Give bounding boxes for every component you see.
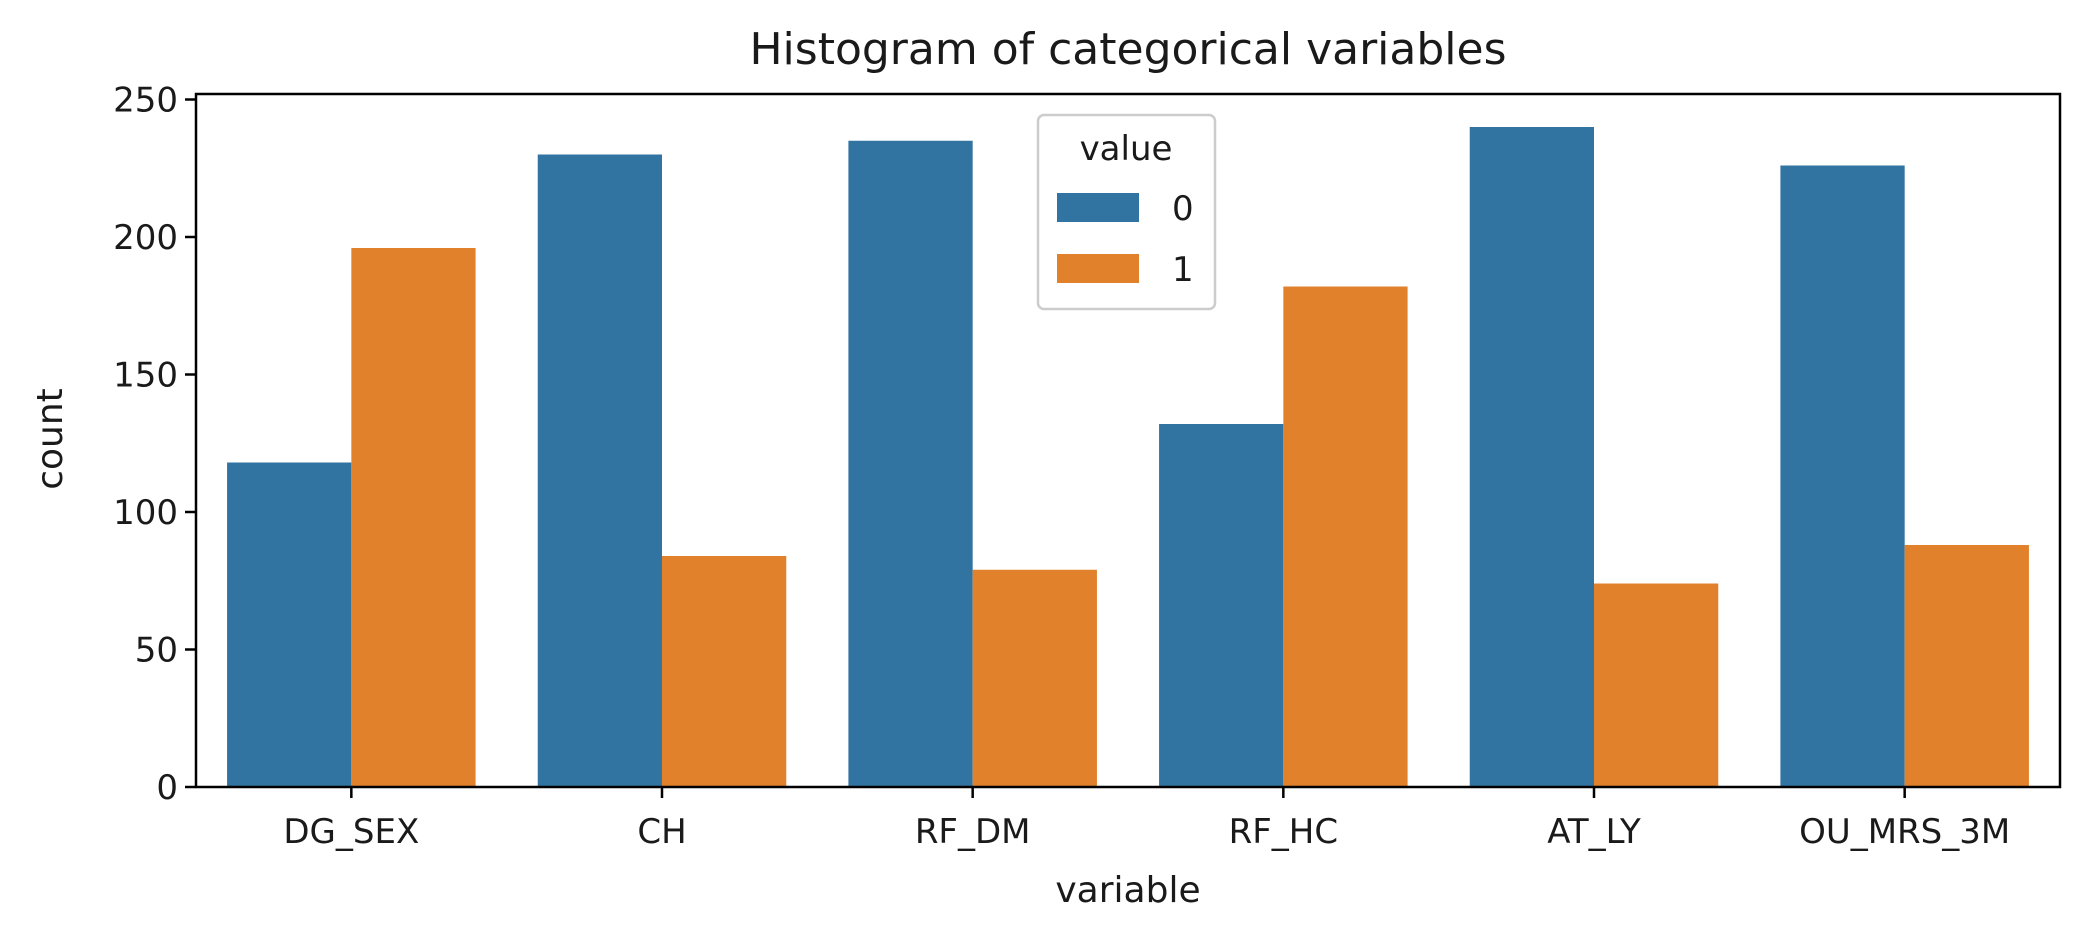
bar-ou-mrs-3m-value-1 [1904,545,2029,787]
bar-ou-mrs-3m-value-0 [1780,165,1905,787]
y-tick-label: 100 [113,493,178,533]
bar-ch-value-0 [537,154,662,787]
bar-rf-hc-value-0 [1159,424,1284,787]
plot-frame [194,92,2062,789]
x-tick-label: DG_SEX [283,812,419,852]
legend: value 0 1 [1036,113,1217,311]
x-tick-label: OU_MRS_3M [1799,812,2010,852]
y-tick-label: 250 [113,81,178,121]
bar-at-ly-value-0 [1469,127,1594,787]
legend-label-0: 0 [1172,189,1194,229]
x-tick-label: RF_DM [915,812,1031,852]
x-axis: DG_SEX CH RF_DM RF_HC AT_LY OU_MRS_3M [283,787,2010,852]
bars [227,127,2029,787]
y-axis: 0 50 100 150 200 250 [113,81,196,808]
x-axis-label: variable [1055,870,1200,911]
chart-title: Histogram of categorical variables [749,24,1506,75]
y-axis-label: count [30,388,71,490]
bar-rf-dm-value-1 [972,569,1097,787]
bar-dg-sex-value-0 [227,462,352,787]
bar-dg-sex-value-1 [351,248,476,787]
plot-area: 0 50 100 150 200 250 DG_SEX CH RF_DM RF_HC AT_LY O… [113,81,2062,852]
legend-title: value [1080,129,1173,169]
bar-rf-hc-value-1 [1283,286,1408,787]
y-tick-label: 0 [156,768,178,808]
x-tick-label: RF_HC [1229,812,1339,852]
legend-swatch-0 [1057,193,1139,222]
y-tick-label: 200 [113,218,178,258]
bar-ch-value-1 [662,556,787,787]
y-tick-label: 150 [113,356,178,396]
x-tick-label: AT_LY [1547,812,1641,852]
y-tick-label: 50 [135,631,178,671]
legend-swatch-1 [1057,254,1139,283]
bar-at-ly-value-1 [1594,583,1719,787]
x-tick-label: CH [637,812,686,852]
bar-rf-dm-value-0 [848,140,973,787]
legend-label-1: 1 [1172,250,1194,290]
